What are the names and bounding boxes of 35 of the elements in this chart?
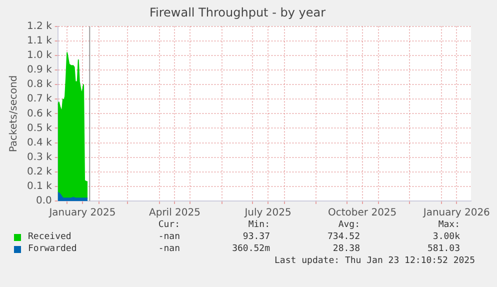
text: Max: <box>437 219 460 231</box>
text: 734.52 <box>326 231 360 243</box>
y-tick-label: 0.7 k <box>27 94 52 105</box>
x-tick-label: July 2025 <box>244 208 292 219</box>
y-tick-label: 0.5 k <box>27 122 52 134</box>
text: Min: <box>247 219 270 231</box>
legend-label: Forwarded <box>28 243 78 255</box>
y-tick-label: 0.4 k <box>27 137 52 148</box>
y-tick-label: 0.0 <box>36 196 52 207</box>
text: 3.00k <box>432 231 460 243</box>
chart-title: Firewall Throughput - by year <box>149 5 326 20</box>
y-tick-label: 1.2 k <box>27 20 52 32</box>
text: 93.37 <box>242 231 270 243</box>
y-tick-label: 0.9 k <box>27 64 52 76</box>
text: Cur: <box>157 219 180 231</box>
x-tick-label: January 2025 <box>48 208 116 219</box>
y-tick-label: 0.2 k <box>27 166 52 178</box>
text: Avg: <box>337 219 360 231</box>
y-tick-label: 0.1 k <box>27 181 52 192</box>
text: 581.03 <box>426 243 460 255</box>
text: Last update: Thu Jan 23 12:10:52 2025 <box>274 255 476 267</box>
y-tick-label: 0.8 k <box>27 79 52 90</box>
text: 360.52m <box>231 243 270 255</box>
x-tick-label: April 2025 <box>148 208 200 219</box>
text: 28.38 <box>332 243 360 255</box>
y-tick-label: 1.1 k <box>27 36 52 47</box>
y-axis-title: Packets/second <box>8 75 20 152</box>
text: -nan <box>157 243 180 255</box>
y-tick-label: 1.0 k <box>27 50 52 62</box>
text: -nan <box>157 231 180 243</box>
x-tick-label: October 2025 <box>328 208 397 219</box>
y-tick-label: 0.3 k <box>27 152 52 163</box>
y-tick-label: 0.6 k <box>27 108 52 120</box>
x-tick-label: January 2026 <box>422 208 490 219</box>
legend-label: Received <box>28 231 72 243</box>
